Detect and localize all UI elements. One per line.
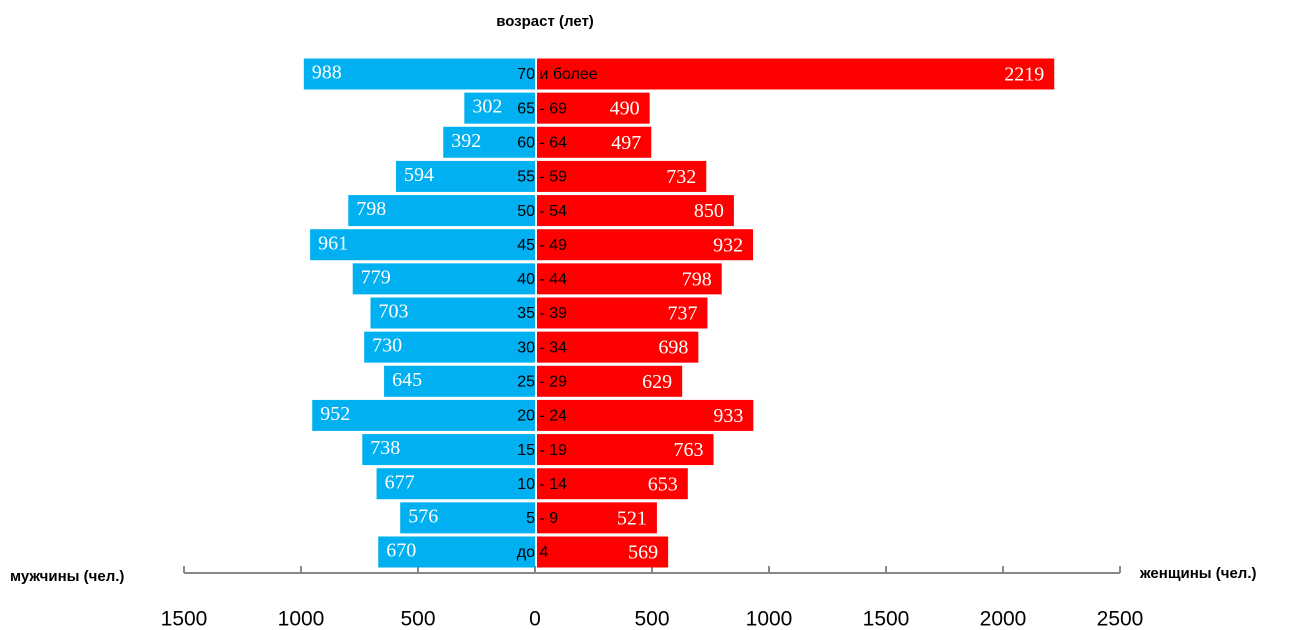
category-label: 5 - 9	[526, 510, 558, 527]
data-label: 645	[392, 369, 422, 391]
category-label: 70 и более	[517, 66, 598, 83]
category-label: 50 - 54	[517, 203, 567, 220]
data-label: 698	[658, 337, 688, 359]
x-tick-label: 500	[634, 608, 669, 630]
category-label: 40 - 44	[517, 271, 567, 288]
bar-women	[537, 331, 699, 363]
bar-women	[537, 195, 734, 227]
bar-men	[362, 434, 535, 466]
x-tick-label: 500	[400, 608, 435, 630]
data-label: 850	[694, 200, 724, 222]
category-label: 15 - 19	[517, 442, 567, 459]
category-label: 65 - 69	[517, 100, 567, 117]
x-tick-label: 2000	[980, 608, 1027, 630]
y-axis-title: возраст (лет)	[496, 13, 594, 30]
bar-men	[352, 263, 535, 295]
bar-women	[537, 502, 657, 534]
data-label: 392	[451, 130, 481, 152]
bar-men	[348, 195, 535, 227]
category-label: 55 - 59	[517, 169, 567, 186]
category-label: 35 - 39	[517, 305, 567, 322]
category-label: до 4	[517, 544, 549, 561]
category-label: 20 - 24	[517, 408, 567, 425]
category-label: 60 - 64	[517, 135, 567, 152]
x-axis-title-right: женщины (чел.)	[1139, 565, 1257, 582]
bar-men	[443, 126, 535, 158]
x-tick-label: 1000	[746, 608, 793, 630]
x-tick-label: 0	[529, 608, 541, 630]
bar-men	[370, 297, 535, 329]
data-label: 497	[611, 132, 641, 154]
bar-men	[312, 399, 535, 431]
data-label: 594	[404, 164, 434, 186]
data-label: 569	[628, 542, 658, 564]
x-tick-label: 1000	[278, 608, 325, 630]
x-tick-label: 2500	[1097, 608, 1144, 630]
data-label: 521	[617, 507, 647, 529]
data-label: 798	[356, 198, 386, 220]
category-label: 25 - 29	[517, 374, 567, 391]
data-label: 779	[361, 266, 391, 288]
bar-women	[537, 92, 650, 124]
category-label: 45 - 49	[517, 237, 567, 254]
data-label: 670	[386, 540, 416, 562]
data-label: 730	[372, 335, 402, 357]
bar-men	[364, 331, 535, 363]
bar-women	[537, 229, 754, 261]
bar-women	[537, 399, 754, 431]
data-label: 933	[713, 405, 743, 427]
data-label: 961	[318, 232, 348, 254]
x-axis-title-left: мужчины (чел.)	[10, 568, 124, 585]
bar-women	[537, 160, 707, 192]
bar-men	[378, 536, 535, 568]
bar-women	[537, 58, 1055, 90]
bar-women	[537, 365, 683, 397]
data-label: 703	[378, 301, 408, 323]
data-label: 798	[682, 268, 712, 290]
bar-women	[537, 536, 669, 568]
data-label: 490	[610, 98, 640, 120]
data-label: 302	[472, 96, 502, 118]
bar-women	[537, 263, 722, 295]
data-label: 738	[370, 437, 400, 459]
category-label: 30 - 34	[517, 339, 567, 356]
bar-men	[384, 365, 535, 397]
data-label: 988	[312, 62, 342, 84]
data-label: 732	[666, 166, 696, 188]
x-tick-label: 1500	[863, 608, 910, 630]
data-label: 677	[385, 471, 415, 493]
category-label: 10 - 14	[517, 476, 567, 493]
data-label: 952	[320, 403, 350, 425]
data-label: 576	[408, 505, 438, 527]
bar-women	[537, 434, 714, 466]
data-label: 653	[648, 473, 678, 495]
bar-men	[303, 58, 535, 90]
data-label: 737	[667, 303, 697, 325]
bar-men	[310, 229, 535, 261]
bar-women	[537, 468, 688, 500]
bar-men	[396, 160, 535, 192]
x-tick-label: 1500	[161, 608, 208, 630]
data-label: 932	[713, 234, 743, 256]
bar-men	[400, 502, 535, 534]
data-label: 629	[642, 371, 672, 393]
bar-women	[537, 126, 652, 158]
data-label: 2219	[1004, 64, 1044, 86]
bar-women	[537, 297, 708, 329]
bar-men	[376, 468, 535, 500]
data-label: 763	[674, 439, 704, 461]
bar-men	[464, 92, 535, 124]
